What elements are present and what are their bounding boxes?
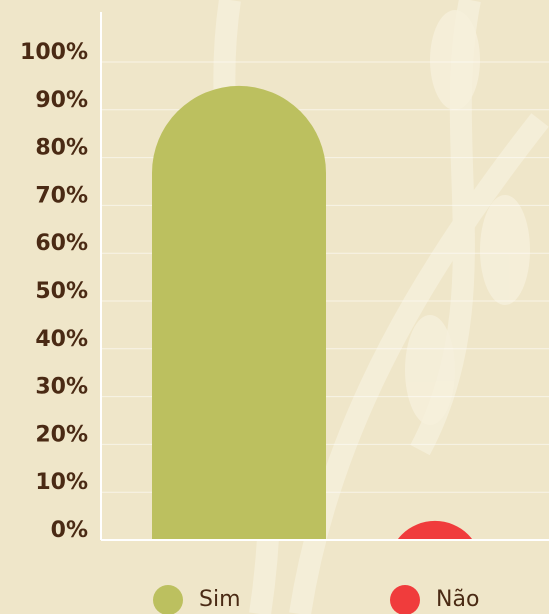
legend-label: Sim (199, 587, 241, 612)
legend-marker (390, 585, 420, 614)
y-tick-label: 0% (51, 518, 88, 543)
y-tick-label: 30% (35, 375, 88, 400)
y-tick-label: 40% (35, 327, 88, 352)
y-tick-label: 90% (35, 88, 88, 113)
y-tick-label: 80% (35, 136, 88, 161)
decoration-leaves (405, 10, 530, 425)
legend-marker (153, 585, 183, 614)
y-tick-label: 10% (35, 470, 88, 495)
y-tick-label: 20% (35, 422, 88, 447)
legend-label: Não (436, 587, 479, 612)
y-tick-label: 50% (35, 279, 88, 304)
bar (397, 520, 473, 540)
y-tick-label: 60% (35, 231, 88, 256)
bar (152, 85, 326, 540)
y-tick-label: 70% (35, 183, 88, 208)
y-tick-label: 100% (20, 40, 88, 65)
